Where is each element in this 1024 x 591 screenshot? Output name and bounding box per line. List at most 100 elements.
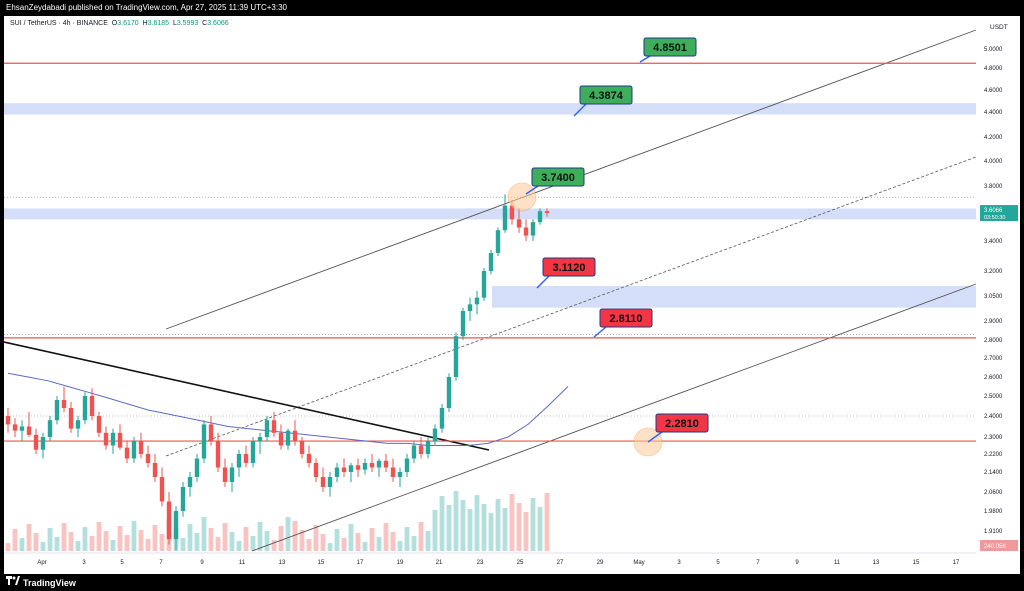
candle-body	[432, 428, 438, 442]
x-tick-label: 11	[834, 560, 841, 566]
volume-bar	[383, 523, 389, 551]
candle-body	[89, 396, 95, 416]
volume-bar	[397, 541, 403, 551]
publisher-header: EhsanZeydabadi published on TradingView.…	[0, 0, 1024, 16]
descending-trendline	[4, 341, 490, 451]
y-tick-label: 4.8000	[984, 66, 1003, 72]
candle-body	[285, 430, 291, 446]
candle-body	[320, 477, 326, 487]
tradingview-logo-icon	[6, 576, 20, 590]
y-tick-label: 2.6000	[984, 375, 1003, 381]
annotation-pointer	[593, 326, 607, 338]
candle-body	[383, 460, 389, 468]
publisher-text: EhsanZeydabadi published on TradingView.…	[6, 3, 288, 12]
candle-body	[26, 426, 32, 435]
x-tick-label: 21	[436, 560, 443, 566]
candle-body	[327, 477, 333, 487]
candle-body	[12, 424, 18, 431]
candle-body	[103, 432, 109, 446]
close-value: 3.6066	[207, 20, 229, 27]
volume-bar	[82, 527, 88, 551]
volume-bar	[376, 537, 382, 551]
y-tick-label: 1.9800	[984, 509, 1003, 515]
candle-body	[467, 304, 473, 311]
high-label: H	[142, 20, 148, 27]
candle-body	[110, 432, 116, 446]
y-tick-label: 3.2000	[984, 269, 1003, 275]
volume-bar	[355, 533, 361, 551]
y-tick-label: 2.4000	[984, 414, 1003, 420]
candle-body	[201, 424, 207, 459]
volume-bar	[306, 539, 312, 551]
candle-body	[166, 501, 172, 540]
volume-bar	[425, 531, 431, 551]
candle-body	[33, 434, 39, 450]
volume-bar	[432, 510, 438, 551]
candle-body	[390, 467, 396, 477]
volume-bar	[40, 542, 46, 551]
volume-bar	[5, 543, 11, 551]
price-zone	[4, 208, 976, 220]
x-tick-label: 13	[279, 560, 286, 566]
x-tick-label: 27	[557, 560, 564, 566]
annotation-box	[655, 413, 709, 433]
candle-body	[68, 408, 74, 429]
candle-body	[495, 230, 501, 253]
candle-body	[509, 205, 515, 220]
candle-body	[502, 205, 508, 231]
x-tick-label: 19	[397, 560, 404, 566]
tradingview-footer: TradingView	[6, 576, 76, 590]
x-tick-label: 9	[795, 560, 799, 566]
candle-body	[369, 463, 375, 468]
volume-bar	[54, 537, 60, 551]
y-tick-label: 3.8000	[984, 184, 1003, 190]
volume-bar	[369, 528, 375, 551]
volume-bar	[334, 529, 340, 551]
volume-bar	[474, 495, 480, 551]
volume-bar	[411, 536, 417, 551]
volume-bar	[285, 517, 291, 551]
annotation-pointer	[536, 275, 550, 289]
price-chart[interactable]: 4.8501 4.3874 3.7400 3.1120 2.8110 2.2810 USD…	[4, 16, 1020, 574]
x-tick-label: 13	[873, 560, 880, 566]
price-axis: USDT 5.0000 4.8000 4.6000 4.4000 4.2000 4.0000…	[976, 16, 1020, 574]
candle-body	[82, 396, 88, 421]
volume-bar	[362, 542, 368, 551]
annotation-box	[599, 308, 653, 328]
y-tick-label: 2.9000	[984, 319, 1003, 325]
candle-body	[544, 211, 550, 214]
candle-body	[159, 477, 165, 502]
volume-bar	[320, 534, 326, 551]
x-tick-label: 3	[677, 560, 681, 566]
candle-body	[278, 432, 284, 446]
chart-area[interactable]: 4.8501 4.3874 3.7400 3.1120 2.8110 2.2810 USD…	[4, 16, 1020, 574]
candle-body	[313, 463, 319, 477]
x-tick-label: May	[633, 560, 644, 566]
volume-bar	[89, 536, 95, 551]
volume-bar	[537, 507, 543, 551]
candle-body	[425, 441, 431, 454]
volume-bar	[33, 533, 39, 551]
volume-bar	[390, 532, 396, 551]
volume-bar	[313, 525, 319, 551]
volume-bar	[145, 539, 151, 551]
x-tick-label: 15	[318, 560, 325, 566]
brand-name: TradingView	[23, 578, 76, 588]
annotation-label: 2.2810	[665, 418, 699, 430]
volume-badge-text: 240.05K	[984, 544, 1006, 550]
volume-bar	[418, 522, 424, 551]
price-zone	[492, 286, 976, 308]
volume-bar	[327, 543, 333, 551]
candle-body	[152, 463, 158, 477]
annotations-layer: 4.8501 4.3874 3.7400 3.1120 2.8110 2.2810	[507, 37, 709, 457]
price-zone	[4, 103, 976, 115]
y-tick-label: 3.0500	[984, 294, 1003, 300]
low-label: L	[172, 20, 177, 27]
annotation-box	[643, 37, 697, 57]
lower-channel-line	[251, 283, 977, 552]
y-tick-label: 2.8000	[984, 338, 1003, 344]
y-tick-label: 2.0600	[984, 490, 1003, 496]
high-value: 3.6185	[147, 20, 170, 27]
y-tick-label: 2.7000	[984, 356, 1003, 362]
volume-bar	[530, 498, 536, 551]
